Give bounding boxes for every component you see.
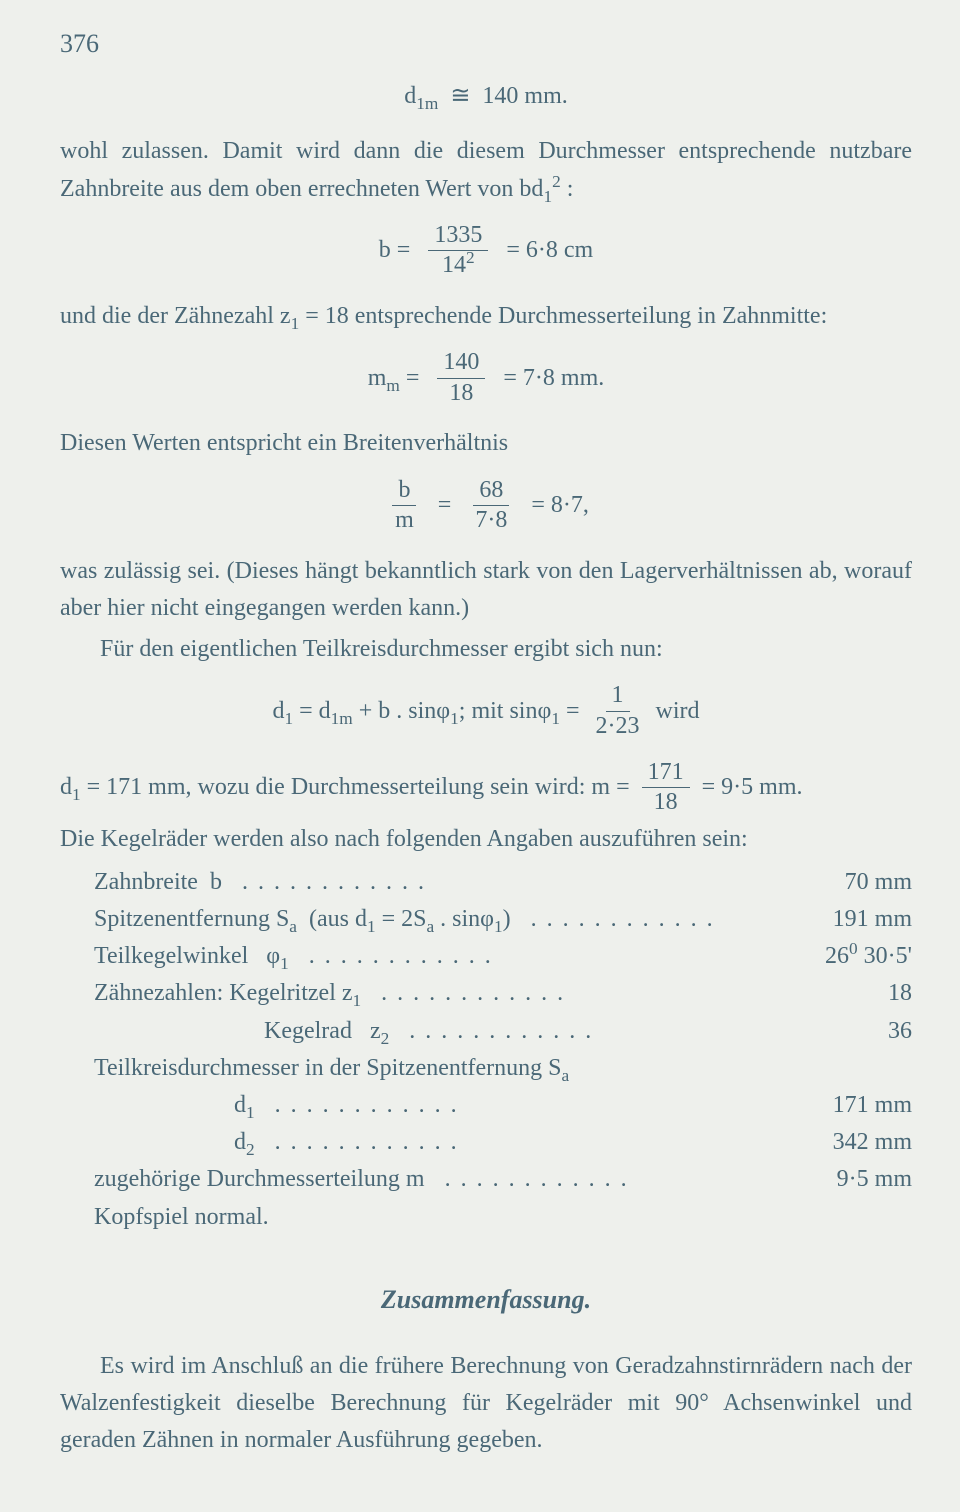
page: 376 d1m ≅ 140 mm. wohl zulassen. Damit w…	[0, 0, 960, 1512]
result-label: Teilkegelwinkel φ1	[94, 938, 289, 975]
result-row: Zahnbreite b............ 70 mm	[94, 864, 912, 901]
eq-bm-tail: = 8·7,	[531, 487, 589, 524]
result-label: Spitzenentfernung Sa (aus d1 = 2Sa . sin…	[94, 901, 511, 938]
paragraph-7: Die Kegelräder werden also nach folgende…	[60, 821, 912, 858]
result-value: 260 30·5'	[772, 938, 912, 975]
eq-b-frac: 1335 142	[428, 222, 488, 280]
eq-bm-frac2: 68 7·8	[469, 477, 513, 535]
result-row: d2............ 342 mm	[94, 1124, 912, 1161]
result-label: d2	[94, 1124, 255, 1161]
eq-bm-frac1: b m	[389, 477, 420, 535]
eq-mm-lead: mm =	[368, 360, 420, 397]
eq-b-lead: b =	[379, 232, 411, 269]
result-row: Spitzenentfernung Sa (aus d1 = 2Sa . sin…	[94, 901, 912, 938]
result-label: Kopfspiel normal.	[94, 1199, 269, 1236]
result-dots: ............	[403, 1013, 758, 1050]
result-dots: ............	[236, 864, 758, 901]
result-row: Teilkegelwinkel φ1............ 260 30·5'	[94, 938, 912, 975]
paragraph-3: Diesen Werten entspricht ein Breitenverh…	[60, 425, 912, 462]
eq-mm-frac: 140 18	[437, 349, 485, 407]
paragraph-2: und die der Zähnezahl z1 = 18 entspreche…	[60, 298, 912, 335]
equation-d1: d1 = d1m + b . sinφ1; mit sinφ1 = 1 2·23…	[60, 682, 912, 740]
result-label: Teilkreisdurchmesser in der Spitzenentfe…	[94, 1050, 569, 1087]
result-label: zugehörige Durchmesserteilung m	[94, 1161, 425, 1198]
result-value: 36	[772, 1013, 912, 1050]
result-label: Kegelrad z2	[94, 1013, 389, 1050]
eq-b-tail: = 6·8 cm	[506, 232, 593, 269]
result-label: d1	[94, 1087, 255, 1124]
p6-frac: 171 18	[642, 759, 690, 817]
eq-d1-frac: 1 2·23	[590, 682, 646, 740]
result-value: 18	[772, 975, 912, 1012]
result-row: Teilkreisdurchmesser in der Spitzenentfe…	[94, 1050, 912, 1087]
summary-paragraph: Es wird im Anschluß an die frühere Berec…	[60, 1348, 912, 1460]
eq-mm-tail: = 7·8 mm.	[503, 360, 604, 397]
result-dots: ............	[375, 975, 758, 1012]
result-value: 342 mm	[772, 1124, 912, 1161]
result-dots: ............	[439, 1161, 758, 1198]
equation-mm: mm = 140 18 = 7·8 mm.	[60, 349, 912, 407]
eq-d1m-text: d1m ≅ 140 mm.	[404, 78, 568, 115]
result-label: Zahnbreite b	[94, 864, 222, 901]
result-row: Kopfspiel normal.	[94, 1199, 912, 1236]
result-row: Kegelrad z2............ 36	[94, 1013, 912, 1050]
paragraph-4: was zulässig sei. (Dieses hängt bekanntl…	[60, 553, 912, 627]
paragraph-6: d1 = 171 mm, wozu die Durchmesserteilung…	[60, 759, 912, 817]
result-value: 9·5 mm	[772, 1161, 912, 1198]
result-dots: ............	[525, 901, 758, 938]
paragraph-5: Für den eigentlichen Teilkreisdurchmesse…	[60, 631, 912, 668]
result-dots: ............	[269, 1124, 758, 1161]
equation-bm: b m = 68 7·8 = 8·7,	[60, 477, 912, 535]
summary-heading: Zusammenfassung.	[60, 1280, 912, 1320]
result-label: Zähnezahlen: Kegelritzel z1	[94, 975, 361, 1012]
equation-d1m: d1m ≅ 140 mm.	[60, 78, 912, 115]
paragraph-1: wohl zulassen. Damit wird dann die diese…	[60, 133, 912, 207]
results-list: Zahnbreite b............ 70 mm Spitzenentf…	[60, 864, 912, 1236]
result-row: Zähnezahlen: Kegelritzel z1............ 1…	[94, 975, 912, 1012]
result-value: 171 mm	[772, 1087, 912, 1124]
result-value: 191 mm	[772, 901, 912, 938]
result-dots: ............	[303, 938, 758, 975]
result-row: d1............ 171 mm	[94, 1087, 912, 1124]
result-row: zugehörige Durchmesserteilung m.........…	[94, 1161, 912, 1198]
page-number: 376	[60, 24, 912, 64]
result-dots: ............	[269, 1087, 758, 1124]
result-value: 70 mm	[772, 864, 912, 901]
equation-b: b = 1335 142 = 6·8 cm	[60, 222, 912, 280]
